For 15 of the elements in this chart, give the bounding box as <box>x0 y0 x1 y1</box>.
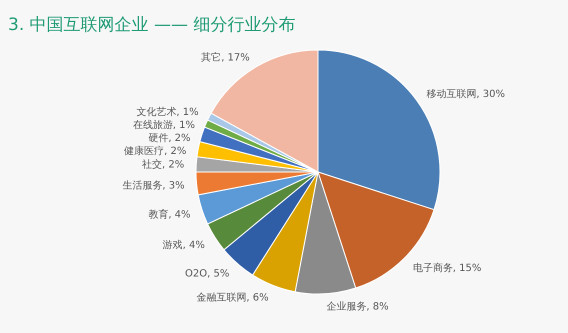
slice-label: 其它, 17% <box>201 52 250 64</box>
slice-label: 移动互联网, 30% <box>426 88 505 100</box>
slice-label: O2O, 5% <box>185 268 230 280</box>
slice-label: 生活服务, 3% <box>122 180 185 192</box>
slice-label: 硬件, 2% <box>148 133 191 144</box>
slice-label: 电子商务, 15% <box>412 262 482 274</box>
chart-title: 3. 中国互联网企业 —— 细分行业分布 <box>8 15 296 35</box>
slice-label: 企业服务, 8% <box>326 300 389 313</box>
slice-label: 教育, 4% <box>148 208 191 220</box>
slice-label: 游戏, 4% <box>162 238 205 251</box>
slice-label: 社交, 2% <box>142 158 184 171</box>
slice-label: 在线旅游, 1% <box>132 119 196 132</box>
slice-label: 金融互联网, 6% <box>196 292 269 304</box>
slice-label: 健康医疗, 2% <box>124 145 186 158</box>
slice-label: 文化艺术, 1% <box>136 106 199 118</box>
